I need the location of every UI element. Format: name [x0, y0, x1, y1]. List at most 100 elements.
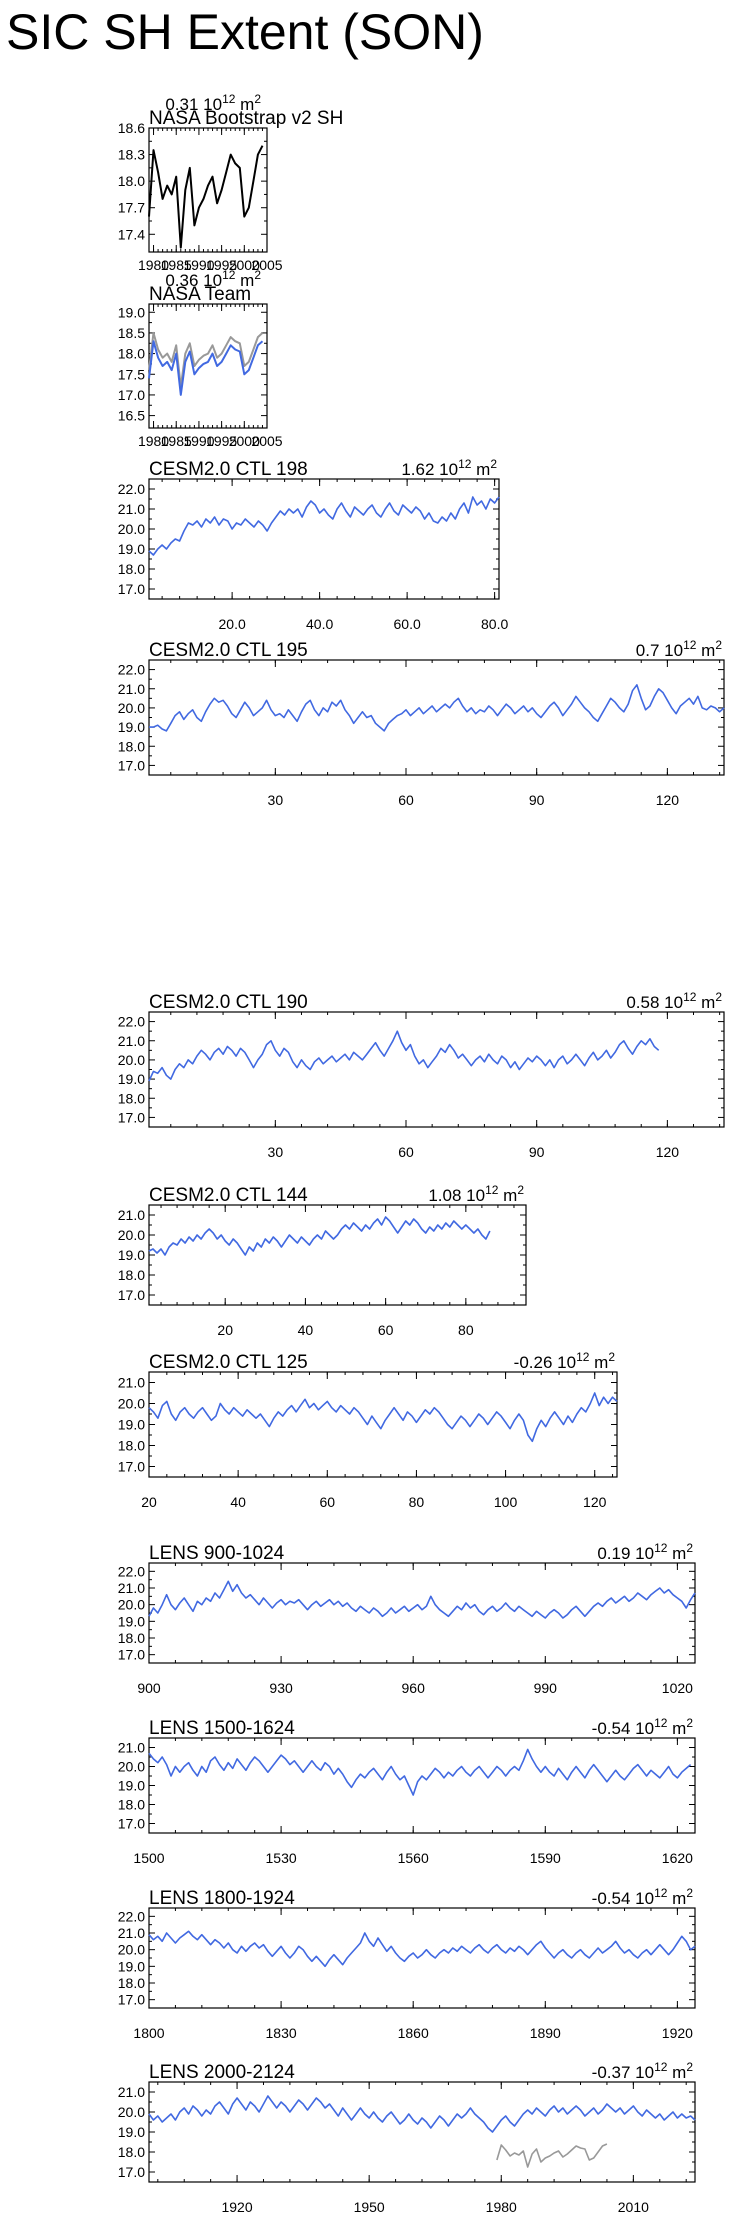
- series-line-1: [148, 2095, 696, 2133]
- x-tick-label: 80.0: [481, 616, 508, 632]
- y-tick-label: 19.0: [118, 719, 145, 735]
- x-tick-label: 1920: [221, 2199, 252, 2215]
- y-tick-label: 17.0: [118, 757, 145, 773]
- series-line-2: [496, 2143, 608, 2168]
- y-tick-label: 21.0: [118, 1580, 145, 1596]
- series-line-1: [148, 1580, 696, 1619]
- trend-annotation: -0.54 1012 m2: [592, 1886, 694, 1908]
- x-tick-label: 80: [409, 1494, 425, 1510]
- series-line-1: [148, 145, 264, 249]
- trend-annotation: -0.54 1012 m2: [592, 1716, 694, 1738]
- x-tick-label: 2000: [229, 433, 260, 449]
- x-tick-label: 120: [583, 1494, 607, 1510]
- plot-frame: [148, 1562, 696, 1664]
- y-tick-label: 18.0: [118, 1797, 145, 1813]
- series-line-1: [148, 1748, 692, 1796]
- x-tick-label: 20: [141, 1494, 157, 1510]
- y-tick-label: 20.0: [118, 1759, 145, 1775]
- y-tick-label: 21.0: [118, 1925, 145, 1941]
- series-line-1: [148, 496, 500, 556]
- chart-title: CESM2.0 CTL 190: [149, 992, 308, 1013]
- x-tick-label: 960: [402, 1680, 426, 1696]
- chart-title: CESM2.0 CTL 144: [149, 1185, 308, 1206]
- page-title: SIC SH Extent (SON): [6, 4, 484, 60]
- chart-panel-8: LENS 900-1024 0.19 1012 m2 17.018.019.020.…: [118, 1541, 696, 1696]
- x-tick-label: 1980: [486, 2199, 517, 2215]
- y-tick-label: 17.5: [118, 366, 145, 382]
- x-tick-label: 1830: [266, 2025, 297, 2041]
- x-tick-label: 40: [298, 1322, 314, 1338]
- x-tick-label: 990: [534, 1680, 558, 1696]
- x-tick-label: 60: [319, 1494, 335, 1510]
- x-tick-label: 1890: [530, 2025, 561, 2041]
- y-tick-label: 21.0: [118, 1375, 145, 1391]
- y-tick-label: 21.0: [118, 2084, 145, 2100]
- x-tick-label: 60: [378, 1322, 394, 1338]
- y-tick-label: 17.0: [118, 1287, 145, 1303]
- x-tick-label: 1800: [133, 2025, 164, 2041]
- trend-annotation: 1.62 1012 m2: [401, 457, 497, 479]
- chart-panel-7: CESM2.0 CTL 125 -0.26 1012 m2 17.0 18.0 19.0…: [118, 1350, 618, 1510]
- chart-panel-9: LENS 1500-1624 -0.54 1012 m2 17.0 18.0 19.0 2…: [118, 1716, 696, 1866]
- chart-panel-3: CESM2.0 CTL 198 1.62 1012 m2 17.0 18.0 19.0 2…: [118, 457, 509, 632]
- x-tick-label: 90: [529, 792, 545, 808]
- x-tick-label: 120: [656, 792, 680, 808]
- x-tick-label: 1990: [183, 433, 214, 449]
- y-tick-label: 18.0: [118, 1438, 145, 1454]
- x-tick-label: 100: [494, 1494, 518, 1510]
- trend-annotation: 1.08 1012 m2: [428, 1183, 524, 1205]
- x-tick-label: 1995: [206, 433, 237, 449]
- chart-title: LENS 1500-1624: [149, 1718, 295, 1739]
- y-tick-label: 22.0: [118, 662, 145, 678]
- x-tick-label: 1995: [206, 257, 237, 273]
- y-tick-label: 18.0: [118, 561, 145, 577]
- x-tick-label: 930: [269, 1680, 293, 1696]
- x-tick-label: 1530: [266, 1850, 297, 1866]
- y-tick-label: 20.0: [118, 1052, 145, 1068]
- x-tick-label: 90: [529, 1144, 545, 1160]
- trend-annotation: -0.26 1012 m2: [514, 1350, 616, 1372]
- x-tick-label: 1020: [662, 1680, 693, 1696]
- y-tick-label: 19.0: [118, 2124, 145, 2140]
- chart-panel-10: LENS 1800-1924 -0.54 1012 m217.018.019.02…: [118, 1886, 696, 2041]
- y-tick-label: 17.0: [118, 1459, 145, 1475]
- y-tick-label: 22.0: [118, 1014, 145, 1030]
- series-line-1: [148, 1216, 491, 1256]
- series-line-2: [148, 340, 264, 396]
- x-tick-label: 60: [398, 792, 414, 808]
- x-tick-label: 30: [268, 1144, 284, 1160]
- y-tick-label: 20.0: [118, 2104, 145, 2120]
- y-tick-label: 20.0: [118, 700, 145, 716]
- chart-title: LENS 900-1024: [149, 1543, 285, 1564]
- y-tick-label: 22.0: [118, 481, 145, 497]
- trend-annotation: 0.58 1012 m2: [626, 990, 722, 1012]
- y-tick-label: 19.0: [118, 1071, 145, 1087]
- y-tick-label: 17.0: [118, 1992, 145, 2008]
- x-tick-label: 60: [398, 1144, 414, 1160]
- y-tick-label: 20.0: [118, 521, 145, 537]
- y-tick-label: 17.0: [118, 581, 145, 597]
- chart-title: NASA Team: [149, 284, 251, 305]
- x-tick-label: 1980: [138, 257, 169, 273]
- y-tick-label: 20.0: [118, 1597, 145, 1613]
- x-tick-label: 120: [656, 1144, 680, 1160]
- x-tick-label: 40: [230, 1494, 246, 1510]
- x-tick-label: 1500: [133, 1850, 164, 1866]
- y-tick-label: 22.0: [118, 1563, 145, 1579]
- chart-title: NASA Bootstrap v2 SH: [149, 108, 343, 129]
- chart-panel-5: CESM2.0 CTL 190 0.58 1012 m2 17.0 18.0 19.0 2…: [118, 990, 725, 1160]
- x-tick-label: 2010: [618, 2199, 649, 2215]
- y-tick-label: 19.0: [118, 1778, 145, 1794]
- y-tick-label: 21.0: [118, 1740, 145, 1756]
- chart-title: CESM2.0 CTL 125: [149, 1352, 308, 1373]
- series-line-1: [148, 1030, 660, 1082]
- chart-panel-4: CESM2.0 CTL 195 0.7 1012 m2 17.0 18.0 19.0 20…: [118, 638, 725, 808]
- y-tick-label: 22.0: [118, 1908, 145, 1924]
- y-tick-label: 18.0: [118, 1630, 145, 1646]
- x-tick-label: 20.0: [219, 616, 246, 632]
- x-tick-label: 20: [217, 1322, 233, 1338]
- y-tick-label: 20.0: [118, 1227, 145, 1243]
- x-tick-label: 1860: [398, 2025, 429, 2041]
